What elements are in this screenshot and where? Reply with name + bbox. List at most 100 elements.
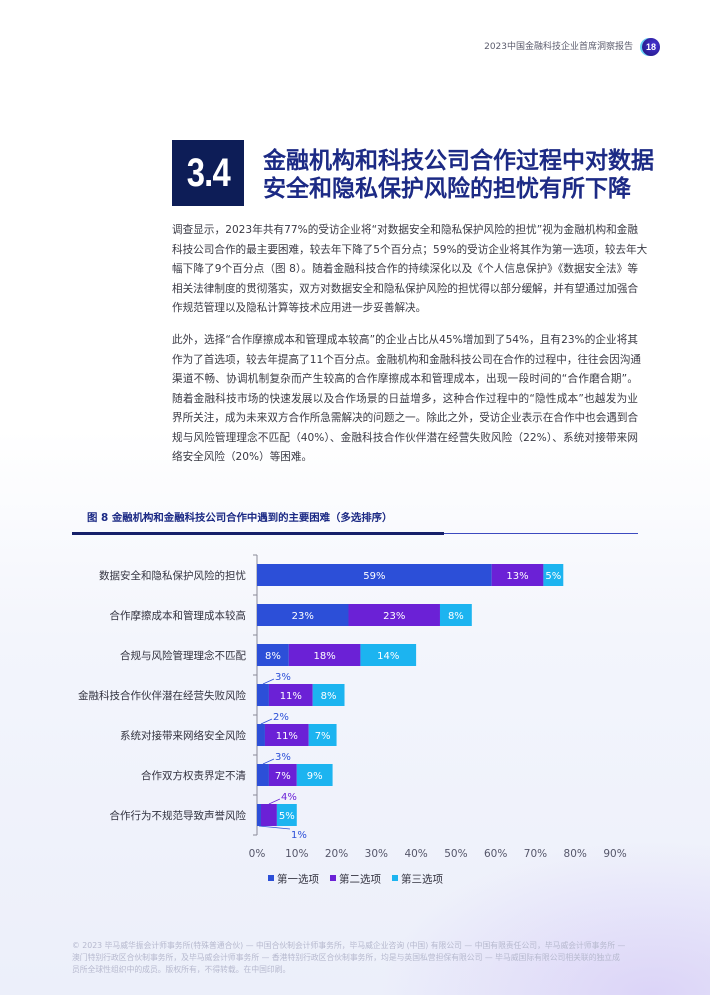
section-title-line: 安全和隐私保护风险的担忧有所下降 [263, 176, 631, 202]
figure-caption: 图 8 金融机构和金融科技公司合作中遇到的主要困难（多选排序） [87, 512, 393, 524]
bar-value-label: 11% [276, 731, 298, 742]
body-text-line: 作规范管理以及隐私计算等技术应用进一步妥善解决。 [172, 302, 427, 314]
x-tick-label: 80% [564, 848, 587, 860]
legend-label: 第三选项 [401, 873, 443, 886]
bar-value-label: 3% [275, 752, 291, 763]
bar-value-label: 8% [321, 691, 337, 702]
bar-value-label: 4% [281, 792, 297, 803]
x-tick-label: 20% [325, 848, 348, 860]
bar-segment-1 [257, 684, 269, 706]
bar-segment-1 [257, 604, 349, 626]
report-title: 2023中国金融科技企业首席洞察报告 [484, 42, 633, 52]
category-label: 数据安全和隐私保护风险的担忧 [99, 569, 246, 582]
section-number-box: 3.4 [172, 140, 244, 206]
bar-value-label: 8% [448, 611, 464, 622]
body-text-line: 此外，选择“合作摩擦成本和管理成本较高”的企业占比从45%增加到了54%，且有2… [172, 334, 638, 346]
section-title: 金融机构和科技公司合作过程中对数据 安全和隐私保护风险的担忧有所下降 [263, 147, 654, 203]
bar-segment-1 [257, 764, 269, 786]
bar-value-label: 5% [545, 571, 561, 582]
bar-segment-2 [491, 564, 544, 586]
page-number-badge: 18 [642, 38, 660, 56]
body-text-line: 幅下降了9个百分点（图 8）。随着金融科技合作的持续深化以及《个人信息保护》《数… [172, 263, 638, 275]
leader-line [262, 758, 275, 765]
x-tick-label: 70% [524, 848, 547, 860]
bar-value-label: 7% [315, 731, 331, 742]
bar-value-label: 18% [314, 651, 336, 662]
bar-segment-3 [296, 764, 333, 786]
footer-copyright: © 2023 毕马威华振会计师事务所(特殊普通合伙) — 中国合伙制会计师事务所… [72, 940, 625, 976]
stacked-bar-chart: 数据安全和隐私保护风险的担忧 5% 13% 59% 合作摩擦成本和管理成本较高 8% 23%… [78, 554, 627, 886]
body-text-line: 络安全风险（20%）等困难。 [172, 451, 313, 463]
bar-value-label: 23% [292, 611, 314, 622]
bar-segment-2 [268, 684, 313, 706]
body-text-line: 调查显示，2023年共有77%的受访企业将“对数据安全和隐私保护风险的担忧”视为… [172, 224, 638, 236]
bar-segment-2 [260, 804, 277, 826]
leader-line [262, 678, 275, 685]
body-text-line: 界所关注，成为未来双方合作所急需解决的问题之一。除此之外，受访企业表示在合作中也… [172, 412, 639, 424]
x-tick-label: 60% [484, 848, 507, 860]
footer-line: © 2023 毕马威华振会计师事务所(特殊普通合伙) — 中国合伙制会计师事务所… [72, 941, 626, 950]
x-tick-label: 0% [249, 848, 266, 860]
category-label: 合作双方权责界定不清 [141, 769, 246, 782]
bar-value-label: 8% [265, 651, 281, 662]
x-tick-label: 30% [365, 848, 388, 860]
bar-value-label: 2% [273, 712, 289, 723]
bar-value-label: 13% [506, 571, 528, 582]
section-title-line: 金融机构和科技公司合作过程中对数据 [263, 148, 654, 174]
section-number: 3.4 [186, 150, 230, 195]
bar-value-label: 7% [275, 771, 291, 782]
bar-value-label: 3% [275, 672, 291, 683]
bar-value-label: 14% [377, 651, 399, 662]
bar-segment-3 [276, 804, 297, 826]
footer-line: 员所全球性组织中的成员。版权所有，不得转载。在中国印刷。 [72, 965, 291, 974]
bar-value-label: 11% [280, 691, 302, 702]
bar-segment-1 [257, 804, 261, 826]
bar-value-label: 5% [279, 811, 295, 822]
category-label: 合作行为不规范导致声誉风险 [110, 809, 247, 822]
x-tick-label: 90% [603, 848, 626, 860]
category-label: 金融科技合作伙伴潜在经营失败风险 [78, 689, 246, 702]
body-paragraph: 调查显示，2023年共有77%的受访企业将“对数据安全和隐私保护风险的担忧”视为… [172, 221, 648, 319]
leader-line [258, 825, 291, 830]
bar-value-label: 59% [363, 571, 385, 582]
category-label: 系统对接带来网络安全风险 [120, 729, 246, 742]
leader-line [268, 798, 281, 805]
body-text-line: 相关法律制度的贯彻落实，双方对数据安全和隐私保护风险的担忧得以部分缓解，并有望通… [172, 282, 639, 295]
body-paragraph: 此外，选择“合作摩擦成本和管理成本较高”的企业占比从45%增加到了54%，且有2… [172, 331, 642, 468]
legend-swatch [268, 875, 274, 881]
footer-line: 澳门特别行政区合伙制事务所，及毕马威会计师事务所 — 香港特别行政区合伙制事务所… [72, 953, 620, 962]
bar-segment-3 [360, 644, 417, 666]
category-label: 合作摩擦成本和管理成本较高 [110, 609, 247, 622]
body-text-line: 随着金融科技市场的快速发展以及合作场景的日益增多，这种合作过程中的“隐性成本”也… [172, 392, 638, 405]
body-text-line: 规与风险管理理念不匹配（40%）、金融科技合作伙伴潜在经营失败风险（22%）、系… [172, 431, 638, 444]
body-text: 调查显示，2023年共有77%的受访企业将“对数据安全和隐私保护风险的担忧”视为… [172, 221, 648, 468]
legend-label: 第二选项 [339, 873, 381, 886]
x-tick-label: 40% [404, 848, 427, 860]
bar-segment-2 [288, 644, 361, 666]
bar-segment-3 [308, 724, 337, 746]
x-tick-label: 10% [285, 848, 308, 860]
legend-swatch [330, 875, 336, 881]
bar-segment-3 [439, 604, 472, 626]
bar-segment-1 [257, 724, 265, 746]
bar-segment-2 [268, 764, 297, 786]
x-tick-label: 50% [444, 848, 467, 860]
category-label: 合规与风险管理理念不匹配 [120, 649, 246, 662]
body-text-line: 渠道不畅、协调机制复杂而产生较高的合作摩擦成本和管理成本，出现一段时间的“合作磨… [172, 373, 638, 385]
bar-segment-3 [543, 564, 564, 586]
bar-segment-1 [257, 644, 289, 666]
leader-line [260, 718, 273, 725]
caption-divider-accent [72, 532, 444, 535]
bar-segment-2 [264, 724, 309, 746]
bar-segment-2 [348, 604, 440, 626]
bar-value-label: 9% [307, 771, 323, 782]
body-text-line: 科技公司合作的最主要困难，较去年下降了5个百分点；59%的受访企业将其作为第一选… [172, 243, 648, 256]
bar-segment-1 [257, 564, 492, 586]
bar-segment-3 [312, 684, 345, 706]
legend-swatch [392, 875, 398, 881]
body-text-line: 作为了首选项，较去年提高了11个百分点。金融机构和金融科技公司在合作的过程中，往… [172, 353, 642, 366]
legend-label: 第一选项 [277, 873, 319, 886]
bar-value-label: 1% [291, 830, 307, 841]
bar-value-label: 23% [383, 611, 405, 622]
